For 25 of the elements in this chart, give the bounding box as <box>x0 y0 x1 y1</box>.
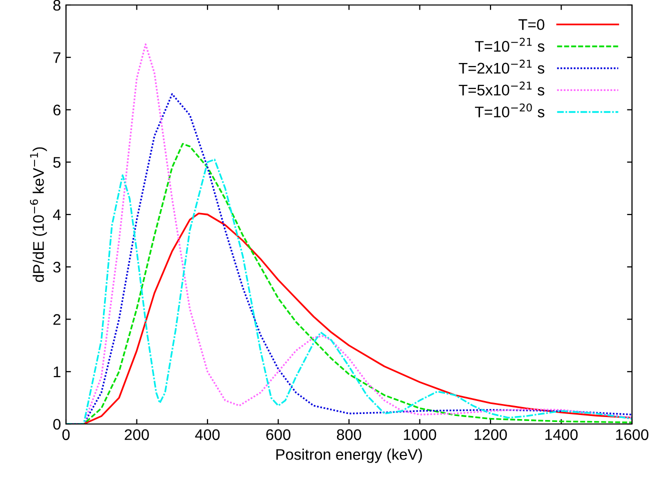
y-tick-label: 4 <box>52 210 61 220</box>
x-axis-title: Positron energy (keV) <box>276 448 422 463</box>
x-tick-label: 0 <box>62 429 70 440</box>
legend-label: T=0 <box>518 19 544 30</box>
x-tick-label: 1000 <box>404 429 436 440</box>
legend-label: T=5x10$^{−21}$ s <box>458 82 544 96</box>
x-tick-label: 1600 <box>616 429 648 440</box>
y-tick-label: 1 <box>54 366 60 378</box>
y-tick-label: 5 <box>53 157 60 168</box>
x-tick-label: 800 <box>336 429 362 440</box>
y-tick-label: 8 <box>53 0 60 11</box>
y-tick-label: 3 <box>53 262 60 273</box>
x-tick-label: 1400 <box>545 429 578 440</box>
y-tick-label: 0 <box>53 418 61 430</box>
x-tick-label: 400 <box>195 429 220 440</box>
y-tick-label: 7 <box>53 52 60 63</box>
x-tick-label: 1200 <box>474 429 507 440</box>
x-tick-label: 600 <box>266 429 290 440</box>
y-axis-title: dP/dE (10$^{−6}$ keV$^{−1}$) <box>30 147 47 282</box>
y-tick-label: 2 <box>53 314 60 325</box>
legend-label: T=2x10$^{−21}$ s <box>458 60 544 74</box>
y-tick-label: 6 <box>53 104 60 116</box>
legend-label: T=10$^{−21}$ s <box>474 38 544 52</box>
x-tick-label: 200 <box>124 429 149 440</box>
legend-label: T=10$^{−20}$ s <box>474 103 544 118</box>
